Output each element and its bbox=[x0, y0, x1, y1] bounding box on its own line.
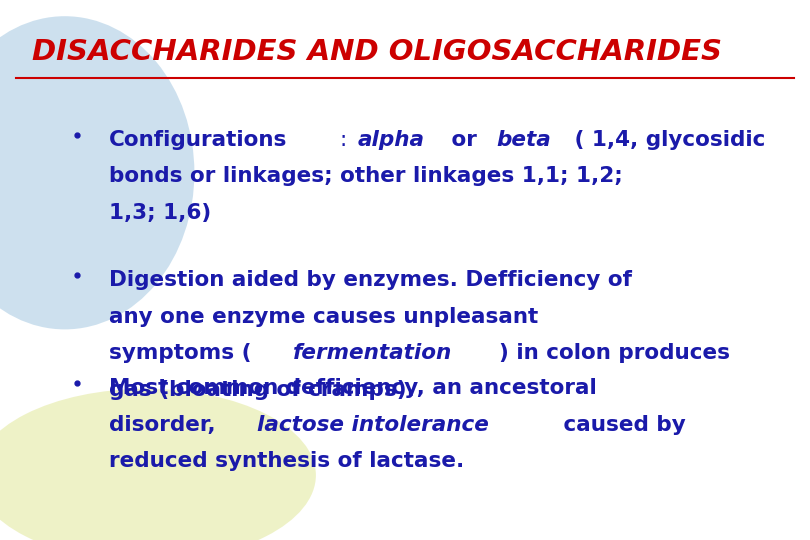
Text: :: : bbox=[339, 130, 354, 150]
Text: lactose intolerance: lactose intolerance bbox=[257, 415, 488, 435]
Text: 1,3; 1,6): 1,3; 1,6) bbox=[109, 203, 211, 223]
Text: symptoms (: symptoms ( bbox=[109, 343, 252, 363]
Text: gas (bloating of cramps).: gas (bloating of cramps). bbox=[109, 380, 416, 400]
Text: Configurations: Configurations bbox=[109, 130, 288, 150]
Text: any one enzyme causes unpleasant: any one enzyme causes unpleasant bbox=[109, 307, 539, 327]
Text: fermentation: fermentation bbox=[293, 343, 453, 363]
Ellipse shape bbox=[0, 389, 316, 540]
Text: ) in colon produces: ) in colon produces bbox=[499, 343, 730, 363]
Text: Digestion aided by enzymes. Defficiency of: Digestion aided by enzymes. Defficiency … bbox=[109, 270, 633, 290]
Text: bonds or linkages; other linkages 1,1; 1,2;: bonds or linkages; other linkages 1,1; 1… bbox=[109, 166, 623, 186]
Text: beta: beta bbox=[497, 130, 551, 150]
Text: alpha: alpha bbox=[358, 130, 424, 150]
Text: Most common defficiency, an ancestoral: Most common defficiency, an ancestoral bbox=[109, 378, 597, 398]
Text: ( 1,4, glycosidic: ( 1,4, glycosidic bbox=[567, 130, 765, 150]
Text: reduced synthesis of lactase.: reduced synthesis of lactase. bbox=[109, 451, 465, 471]
Text: or: or bbox=[444, 130, 484, 150]
Text: DISACCHARIDES AND OLIGOSACCHARIDES: DISACCHARIDES AND OLIGOSACCHARIDES bbox=[32, 38, 723, 66]
Ellipse shape bbox=[0, 16, 194, 329]
Text: caused by: caused by bbox=[556, 415, 685, 435]
Text: disorder,: disorder, bbox=[109, 415, 224, 435]
